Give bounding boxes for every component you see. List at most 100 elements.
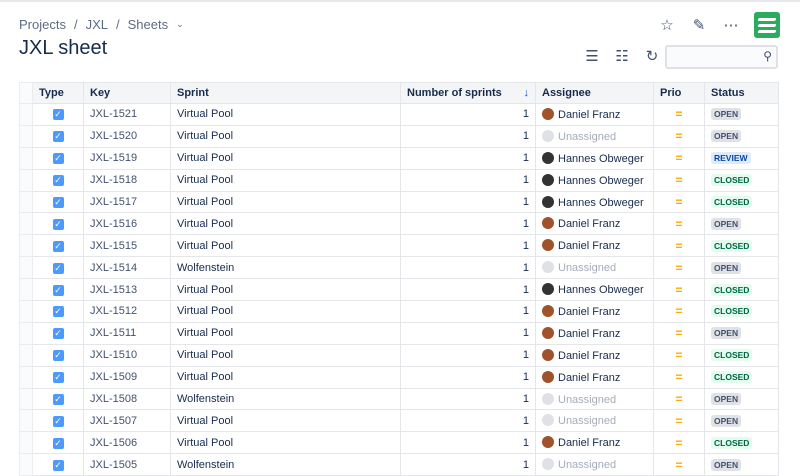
assignee-cell[interactable]: Daniel Franz bbox=[535, 321, 654, 345]
prio-cell[interactable]: = bbox=[653, 190, 705, 214]
column-key[interactable]: Key bbox=[83, 82, 171, 104]
assignee-cell[interactable]: Daniel Franz bbox=[535, 234, 654, 258]
breadcrumb-sheets[interactable]: Sheets bbox=[127, 17, 169, 32]
number-of-sprints-cell[interactable]: 1 bbox=[400, 124, 536, 148]
row-handle[interactable] bbox=[19, 168, 33, 192]
key-cell[interactable]: JXL-1508 bbox=[83, 387, 171, 411]
sprint-cell[interactable]: Virtual Pool bbox=[170, 409, 401, 433]
star-icon[interactable]: ☆ bbox=[660, 17, 674, 34]
status-cell[interactable]: OPEN bbox=[704, 409, 779, 433]
status-cell[interactable]: CLOSED bbox=[704, 278, 779, 302]
assignee-cell[interactable]: Unassigned bbox=[535, 387, 654, 411]
table-row[interactable]: ✓ JXL-1519 Virtual Pool 1 Hannes Obweger… bbox=[19, 146, 779, 170]
number-of-sprints-cell[interactable]: 1 bbox=[400, 212, 536, 236]
table-row[interactable]: ✓ JXL-1510 Virtual Pool 1 Daniel Franz =… bbox=[19, 343, 779, 367]
key-cell[interactable]: JXL-1510 bbox=[83, 343, 171, 367]
status-cell[interactable]: CLOSED bbox=[704, 190, 779, 214]
checklist-icon[interactable]: ☰ bbox=[585, 48, 599, 65]
table-row[interactable]: ✓ JXL-1521 Virtual Pool 1 Daniel Franz =… bbox=[19, 103, 779, 126]
key-cell[interactable]: JXL-1514 bbox=[83, 256, 171, 280]
sprint-cell[interactable]: Virtual Pool bbox=[170, 168, 401, 192]
assignee-cell[interactable]: Daniel Franz bbox=[535, 343, 654, 367]
breadcrumb-jxl[interactable]: JXL bbox=[85, 17, 108, 32]
number-of-sprints-cell[interactable]: 1 bbox=[400, 103, 536, 126]
row-handle[interactable] bbox=[19, 365, 33, 389]
status-cell[interactable]: OPEN bbox=[704, 103, 779, 126]
prio-cell[interactable]: = bbox=[653, 103, 705, 126]
number-of-sprints-cell[interactable]: 1 bbox=[400, 343, 536, 367]
assignee-cell[interactable]: Hannes Obweger bbox=[535, 278, 654, 302]
prio-cell[interactable]: = bbox=[653, 387, 705, 411]
assignee-cell[interactable]: Hannes Obweger bbox=[535, 146, 654, 170]
sprint-cell[interactable]: Virtual Pool bbox=[170, 146, 401, 170]
prio-cell[interactable]: = bbox=[653, 343, 705, 367]
sprint-cell[interactable]: Virtual Pool bbox=[170, 321, 401, 345]
assignee-cell[interactable]: Unassigned bbox=[535, 409, 654, 433]
status-cell[interactable]: CLOSED bbox=[704, 365, 779, 389]
number-of-sprints-cell[interactable]: 1 bbox=[400, 256, 536, 280]
key-cell[interactable]: JXL-1507 bbox=[83, 409, 171, 433]
chevron-down-icon[interactable]: ⌄ bbox=[176, 19, 184, 29]
row-handle[interactable] bbox=[19, 409, 33, 433]
status-cell[interactable]: OPEN bbox=[704, 387, 779, 411]
row-handle[interactable] bbox=[19, 387, 33, 411]
refresh-icon[interactable]: ↻ bbox=[645, 48, 659, 65]
sprint-cell[interactable]: Virtual Pool bbox=[170, 103, 401, 126]
row-handle[interactable] bbox=[19, 300, 33, 323]
row-handle[interactable] bbox=[19, 212, 33, 236]
key-cell[interactable]: JXL-1517 bbox=[83, 190, 171, 214]
row-handle[interactable] bbox=[19, 343, 33, 367]
table-row[interactable]: ✓ JXL-1508 Wolfenstein 1 Unassigned = OP… bbox=[19, 387, 779, 411]
sprint-cell[interactable]: Virtual Pool bbox=[170, 365, 401, 389]
sprint-cell[interactable]: Wolfenstein bbox=[170, 387, 401, 411]
status-cell[interactable]: OPEN bbox=[704, 321, 779, 345]
key-cell[interactable]: JXL-1518 bbox=[83, 168, 171, 192]
key-cell[interactable]: JXL-1516 bbox=[83, 212, 171, 236]
row-handle[interactable] bbox=[19, 278, 33, 302]
status-cell[interactable]: CLOSED bbox=[704, 343, 779, 367]
key-cell[interactable]: JXL-1521 bbox=[83, 103, 171, 126]
key-cell[interactable]: JXL-1509 bbox=[83, 365, 171, 389]
assignee-cell[interactable]: Daniel Franz bbox=[535, 212, 654, 236]
column-sprint[interactable]: Sprint bbox=[170, 82, 401, 104]
key-cell[interactable]: JXL-1511 bbox=[83, 321, 171, 345]
prio-cell[interactable]: = bbox=[653, 321, 705, 345]
number-of-sprints-cell[interactable]: 1 bbox=[400, 365, 536, 389]
row-handle[interactable] bbox=[19, 103, 33, 126]
key-cell[interactable]: JXL-1506 bbox=[83, 431, 171, 455]
sprint-cell[interactable]: Wolfenstein bbox=[170, 256, 401, 280]
assignee-cell[interactable]: Hannes Obweger bbox=[535, 190, 654, 214]
status-cell[interactable]: CLOSED bbox=[704, 431, 779, 455]
assignee-cell[interactable]: Hannes Obweger bbox=[535, 168, 654, 192]
pencil-icon[interactable]: ✎ bbox=[692, 17, 706, 34]
column-prio[interactable]: Prio bbox=[653, 82, 705, 104]
prio-cell[interactable]: = bbox=[653, 124, 705, 148]
number-of-sprints-cell[interactable]: 1 bbox=[400, 146, 536, 170]
search-input[interactable]: ⚲ bbox=[665, 45, 778, 69]
row-handle[interactable] bbox=[19, 234, 33, 258]
number-of-sprints-cell[interactable]: 1 bbox=[400, 190, 536, 214]
row-handle[interactable] bbox=[19, 256, 33, 280]
number-of-sprints-cell[interactable]: 1 bbox=[400, 278, 536, 302]
key-cell[interactable]: JXL-1515 bbox=[83, 234, 171, 258]
hierarchy-icon[interactable]: ☷ bbox=[615, 48, 629, 65]
table-row[interactable]: ✓ JXL-1506 Virtual Pool 1 Daniel Franz =… bbox=[19, 431, 779, 455]
breadcrumb-projects[interactable]: Projects bbox=[19, 17, 66, 32]
number-of-sprints-cell[interactable]: 1 bbox=[400, 409, 536, 433]
prio-cell[interactable]: = bbox=[653, 256, 705, 280]
key-cell[interactable]: JXL-1512 bbox=[83, 300, 171, 323]
key-cell[interactable]: JXL-1520 bbox=[83, 124, 171, 148]
status-cell[interactable]: CLOSED bbox=[704, 168, 779, 192]
more-icon[interactable]: ⋯ bbox=[723, 17, 739, 34]
prio-cell[interactable]: = bbox=[653, 212, 705, 236]
prio-cell[interactable]: = bbox=[653, 146, 705, 170]
column-type[interactable]: Type bbox=[32, 82, 84, 104]
sprint-cell[interactable]: Virtual Pool bbox=[170, 212, 401, 236]
sprint-cell[interactable]: Virtual Pool bbox=[170, 234, 401, 258]
table-row[interactable]: ✓ JXL-1513 Virtual Pool 1 Hannes Obweger… bbox=[19, 278, 779, 302]
assignee-cell[interactable]: Unassigned bbox=[535, 256, 654, 280]
status-cell[interactable]: REVIEW bbox=[704, 146, 779, 170]
number-of-sprints-cell[interactable]: 1 bbox=[400, 300, 536, 323]
table-row[interactable]: ✓ JXL-1509 Virtual Pool 1 Daniel Franz =… bbox=[19, 365, 779, 389]
table-row[interactable]: ✓ JXL-1512 Virtual Pool 1 Daniel Franz =… bbox=[19, 300, 779, 323]
